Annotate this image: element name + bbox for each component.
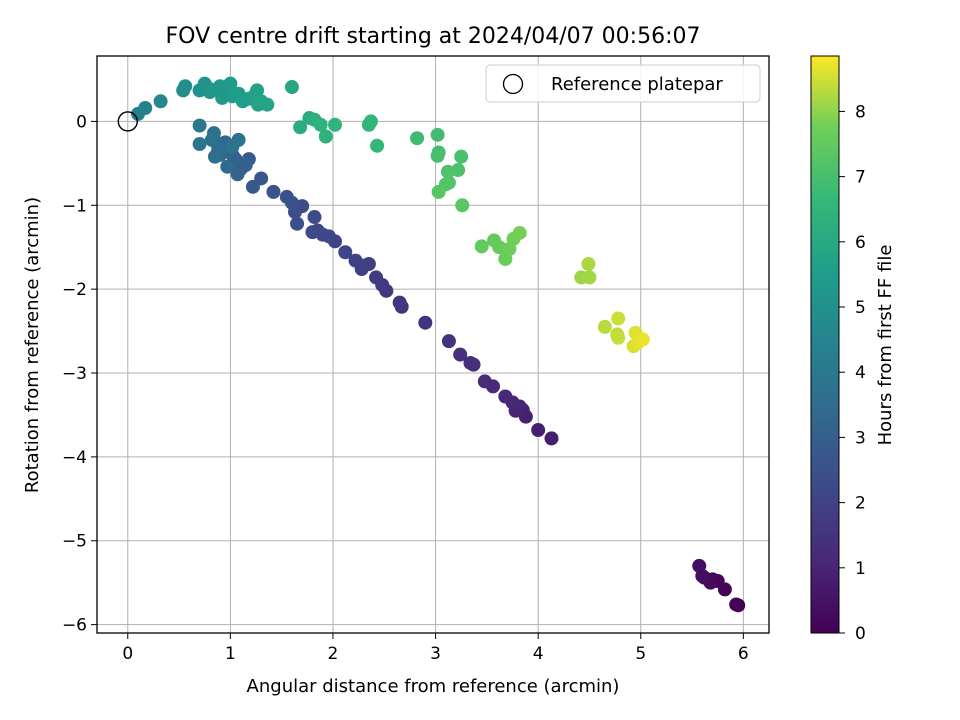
data-point xyxy=(305,225,320,240)
data-point xyxy=(582,270,597,285)
colorbar xyxy=(810,55,840,634)
data-point xyxy=(392,295,407,310)
data-point xyxy=(279,189,294,204)
data-point xyxy=(531,423,546,438)
y-tick-label: −2 xyxy=(62,280,87,300)
x-tick-label: 0 xyxy=(122,644,133,664)
data-point xyxy=(474,239,489,254)
legend: Reference platepar xyxy=(485,64,761,103)
colorbar-tick-label: 8 xyxy=(855,102,866,122)
x-tick-label: 2 xyxy=(328,644,339,664)
data-point xyxy=(318,129,333,144)
data-point xyxy=(338,245,353,260)
plot-frame xyxy=(96,55,770,634)
data-point xyxy=(410,131,425,146)
data-point xyxy=(220,159,235,174)
data-point xyxy=(544,431,559,446)
data-point xyxy=(692,558,707,573)
x-axis-label: Angular distance from reference (arcmin) xyxy=(247,676,620,697)
legend-marker-reference xyxy=(502,73,524,95)
x-axis-ticks: 0 1 2 3 4 5 6 xyxy=(122,633,749,664)
chart-title: FOV centre drift starting at 2024/04/07 … xyxy=(166,24,701,49)
y-tick-label: −4 xyxy=(62,448,87,468)
legend-box xyxy=(485,64,761,103)
data-point xyxy=(498,389,513,404)
data-point xyxy=(492,240,507,255)
data-point xyxy=(307,210,322,225)
data-point xyxy=(369,270,384,285)
data-point xyxy=(440,164,455,179)
data-point xyxy=(512,225,527,240)
data-point xyxy=(178,79,193,94)
y-tick-label: −6 xyxy=(62,616,87,636)
data-point xyxy=(153,94,168,109)
data-point xyxy=(477,374,492,389)
data-point xyxy=(293,120,308,135)
data-point xyxy=(597,319,612,334)
data-point xyxy=(611,311,626,326)
data-point xyxy=(431,184,446,199)
data-point xyxy=(430,127,445,142)
data-point xyxy=(463,355,478,370)
data-point xyxy=(250,83,265,98)
data-point xyxy=(611,330,626,345)
data-point xyxy=(441,334,456,349)
data-point xyxy=(455,198,470,213)
data-point xyxy=(363,114,378,129)
data-point xyxy=(418,315,433,330)
scatter-points xyxy=(131,76,746,613)
x-tick-label: 3 xyxy=(430,644,441,664)
data-point xyxy=(581,256,596,271)
legend-label-reference: Reference platepar xyxy=(551,74,723,95)
y-axis-ticks: 0 −1 −2 −3 −4 −5 −6 xyxy=(62,112,97,636)
y-tick-label: −5 xyxy=(62,532,87,552)
x-tick-label: 1 xyxy=(225,644,236,664)
reference-platepar-marker xyxy=(117,111,138,132)
data-point xyxy=(245,179,260,194)
y-tick-label: 0 xyxy=(76,112,87,132)
data-point xyxy=(454,149,469,164)
y-axis-label: Rotation from reference (arcmin) xyxy=(22,197,43,493)
data-point xyxy=(260,97,275,112)
colorbar-tick-label: 1 xyxy=(855,559,866,579)
data-point xyxy=(192,118,207,133)
data-point xyxy=(266,184,281,199)
data-point xyxy=(635,332,650,347)
data-point xyxy=(192,137,207,152)
colorbar-label: Hours from first FF file xyxy=(875,245,896,446)
colorbar-tick-label: 5 xyxy=(855,298,866,318)
data-point xyxy=(370,138,385,153)
data-point xyxy=(284,80,299,95)
data-point xyxy=(206,126,221,141)
data-point xyxy=(453,347,468,362)
colorbar-tick-label: 0 xyxy=(855,624,866,644)
colorbar-tick-label: 6 xyxy=(855,233,866,253)
x-tick-label: 6 xyxy=(738,644,749,664)
colorbar-tick-label: 2 xyxy=(855,494,866,514)
colorbar-tick-label: 4 xyxy=(855,363,866,383)
data-point xyxy=(451,163,466,178)
colorbar-ticks: 0 1 2 3 4 5 6 7 8 xyxy=(839,102,866,644)
data-point xyxy=(223,76,238,91)
data-point xyxy=(729,597,744,612)
data-point xyxy=(138,100,153,115)
data-point xyxy=(231,132,246,147)
data-point xyxy=(207,149,222,164)
data-point xyxy=(348,253,363,268)
data-point xyxy=(313,117,328,132)
x-tick-label: 4 xyxy=(533,644,544,664)
data-point xyxy=(328,117,343,132)
data-point xyxy=(230,167,245,182)
data-point xyxy=(430,148,445,163)
data-point xyxy=(290,216,305,231)
x-tick-label: 5 xyxy=(635,644,646,664)
colorbar-tick-label: 3 xyxy=(855,428,866,448)
y-tick-label: −1 xyxy=(62,196,87,216)
y-tick-label: −3 xyxy=(62,364,87,384)
colorbar-tick-label: 7 xyxy=(855,168,866,188)
